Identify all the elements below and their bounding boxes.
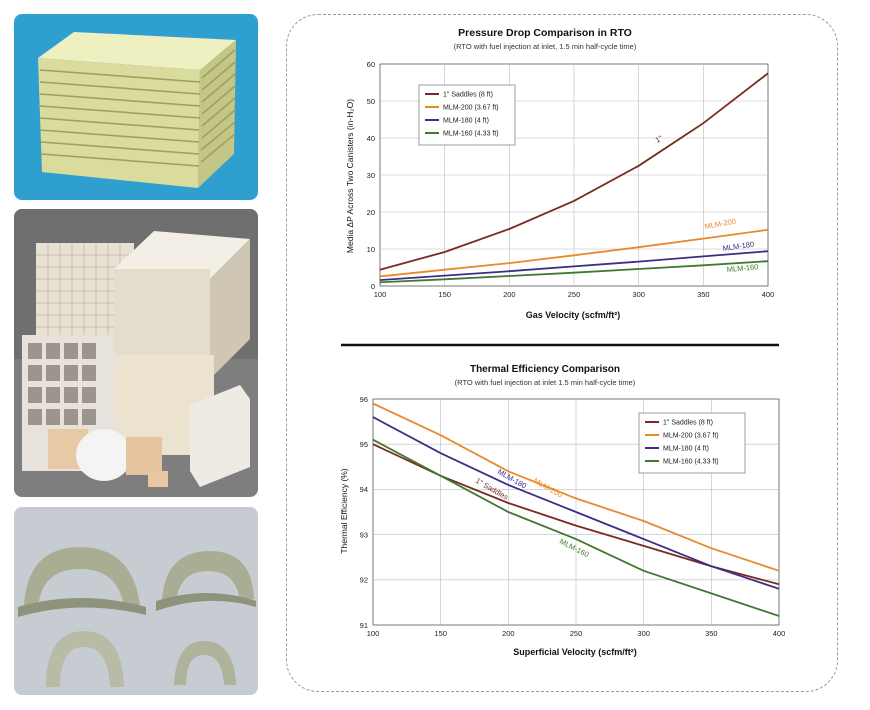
te-legend-entry: MLM-160 (4.33 ft) bbox=[663, 459, 719, 466]
pd-ytick-label: 50 bbox=[367, 97, 375, 106]
honeycomb-block-photo bbox=[14, 14, 258, 200]
pd-ytick-label: 0 bbox=[371, 282, 375, 291]
te-ytick-label: 95 bbox=[360, 440, 368, 449]
pd-line-1 bbox=[379, 72, 769, 271]
te-legend-entry: MLM-200 (3.67 ft) bbox=[663, 433, 719, 440]
saddle-media-photo bbox=[14, 507, 258, 695]
te-xtick-label: 250 bbox=[570, 629, 583, 638]
pd-ytick-label: 10 bbox=[367, 245, 375, 254]
pd-xtick-label: 350 bbox=[697, 290, 710, 299]
te-xtick-label: 100 bbox=[367, 629, 380, 638]
pd-legend-entry: 1" Saddles (8 ft) bbox=[443, 92, 493, 99]
te-xtick-label: 150 bbox=[434, 629, 447, 638]
pd-xtick-label: 150 bbox=[438, 290, 451, 299]
te-line-mlm-200 bbox=[372, 402, 780, 572]
te-ytick-label: 96 bbox=[360, 395, 368, 404]
pd-xtick-label: 200 bbox=[503, 290, 516, 299]
te-legend-entry: MLM-180 (4 ft) bbox=[663, 446, 709, 453]
chart2-xlabel: Superficial Velocity (scfm/ft²) bbox=[513, 647, 637, 657]
pd-line-mlm-200 bbox=[379, 228, 769, 278]
pressure-drop-chart: 100 150 200 250 300 350 400 0 10 20 30 40 50 60 1" MLM-… bbox=[367, 60, 775, 299]
pd-ytick-label: 30 bbox=[367, 171, 375, 180]
chart1-title: Pressure Drop Comparison in RTO bbox=[458, 27, 632, 39]
chart1-xlabel: Gas Velocity (scfm/ft²) bbox=[526, 310, 621, 320]
pd-legend-entry: MLM-160 (4.33 ft) bbox=[443, 131, 499, 138]
te-xtick-label: 300 bbox=[637, 629, 650, 638]
chart1-subtitle: (RTO with fuel injection at inlet, 1.5 m… bbox=[454, 42, 637, 51]
pd-xtick-label: 400 bbox=[762, 290, 775, 299]
te-xtick-label: 400 bbox=[773, 629, 786, 638]
chart1-ylabel: Media ΔP Across Two Canisters (in-H₂O) bbox=[345, 99, 355, 253]
pd-line-mlm-160 bbox=[379, 260, 769, 284]
pd-legend-entry: MLM-180 (4 ft) bbox=[443, 118, 489, 125]
te-ytick-label: 92 bbox=[360, 576, 368, 585]
pd-line-label-mlm-160: MLM-160 bbox=[726, 262, 758, 274]
pd-xtick-label: 300 bbox=[632, 290, 645, 299]
te-ytick-label: 93 bbox=[360, 530, 368, 539]
ceramic-media-photo bbox=[14, 209, 258, 497]
chart2-ylabel: Thermal Efficiency (%) bbox=[339, 468, 349, 554]
chart2-subtitle: (RTO with fuel injection at inlet 1.5 mi… bbox=[455, 378, 636, 387]
pd-legend-entry: MLM-200 (3.67 ft) bbox=[443, 105, 499, 112]
te-line-mlm-160 bbox=[372, 438, 780, 617]
te-ytick-label: 91 bbox=[360, 621, 368, 630]
pd-line-label-mlm-180: MLM-180 bbox=[722, 240, 755, 253]
pd-xtick-label: 100 bbox=[374, 290, 387, 299]
pd-line-label-1: 1" bbox=[654, 133, 665, 144]
chart2-title: Thermal Efficiency Comparison bbox=[470, 364, 620, 375]
te-ytick-label: 94 bbox=[360, 485, 368, 494]
pd-xtick-label: 250 bbox=[568, 290, 581, 299]
thermal-efficiency-chart: 100 150 200 250 300 350 400 91 92 93 94 95 96 1" Sadd… bbox=[360, 395, 786, 638]
te-xtick-label: 200 bbox=[502, 629, 515, 638]
charts-panel: Pressure Drop Comparison in RTO (RTO wit… bbox=[286, 14, 838, 692]
te-line-mlm-180 bbox=[372, 416, 780, 590]
te-legend-entry: 1" Saddles (8 ft) bbox=[663, 420, 713, 427]
pd-line-mlm-180 bbox=[379, 250, 769, 281]
pd-ytick-label: 60 bbox=[367, 60, 375, 69]
pd-ytick-label: 40 bbox=[367, 134, 375, 143]
pd-ytick-label: 20 bbox=[367, 208, 375, 217]
te-xtick-label: 350 bbox=[705, 629, 718, 638]
